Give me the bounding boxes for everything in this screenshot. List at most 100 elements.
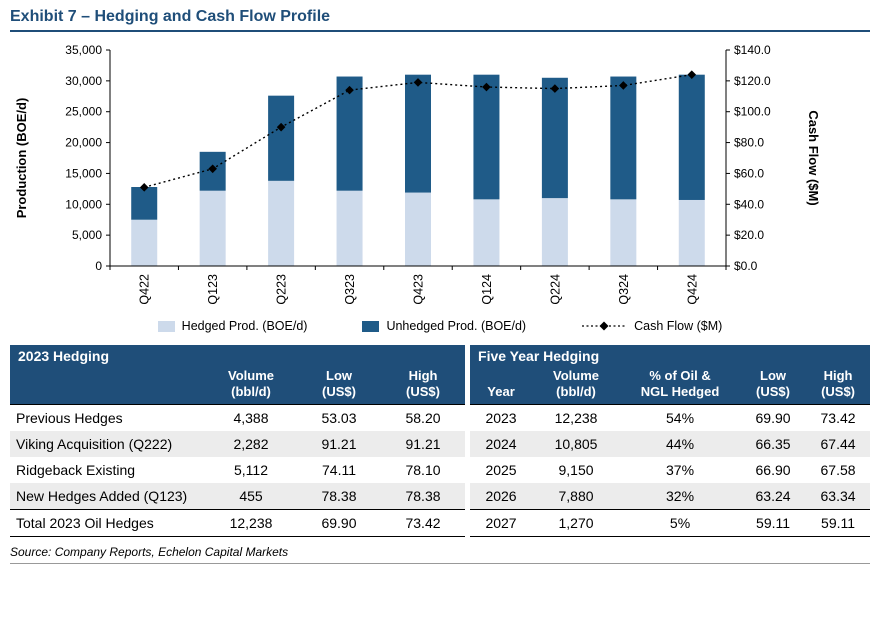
y-left-tick-label: 25,000 xyxy=(65,105,102,119)
x-category-label: Q123 xyxy=(206,274,220,305)
x-category-label: Q423 xyxy=(412,274,426,305)
cell-value: 91.21 xyxy=(405,436,441,452)
column-header xyxy=(10,367,205,405)
hedged-bar xyxy=(610,199,637,266)
hedged-bar xyxy=(336,190,363,266)
unhedged-bar xyxy=(336,76,363,191)
table-row: 2027 1,270 5% 59.11 59.11 xyxy=(470,509,871,537)
x-category-label: Q424 xyxy=(685,274,699,305)
hedging-cashflow-chart: 0 5,000 10,000 15,000 20,000 25,000 30,000 35,0… xyxy=(10,36,870,333)
y-right-tick-label: $140.0 xyxy=(734,43,771,57)
table-title: Five Year Hedging xyxy=(470,345,871,367)
cashflow-marker xyxy=(687,70,697,79)
cell-value: 91.21 xyxy=(321,436,357,452)
hedged-swatch-icon xyxy=(157,320,175,332)
x-category-label: Q124 xyxy=(480,274,494,305)
column-header: Low (US$) xyxy=(297,367,381,405)
unhedged-bar xyxy=(678,74,705,200)
column-header: Volume (bbl/d) xyxy=(532,367,621,405)
unhedged-bar xyxy=(541,77,568,199)
cell-value: 12,238 xyxy=(205,509,297,537)
cell-value: 32% xyxy=(666,488,695,504)
table-row: Total 2023 Oil Hedges 12,238 69.90 73.42 xyxy=(10,509,466,537)
row-label: 2025 xyxy=(485,462,517,478)
column-header: Low (US$) xyxy=(740,367,807,405)
legend-label-hedged: Hedged Prod. (BOE/d) xyxy=(181,319,308,333)
cell-value: 67.58 xyxy=(820,462,856,478)
table-row: Viking Acquisition (Q222) 2,282 91.21 91.21 xyxy=(10,431,466,457)
legend-label-cashflow: Cash Flow ($M) xyxy=(634,319,723,333)
cell-value: 10,805 xyxy=(554,436,598,452)
hedged-bar xyxy=(678,199,705,266)
cell-value: 58.20 xyxy=(381,404,466,431)
y-right-tick-label: $120.0 xyxy=(734,74,771,88)
legend-item-hedged: Hedged Prod. (BOE/d) xyxy=(157,319,308,333)
cashflow-marker xyxy=(550,84,560,93)
table-row: Ridgeback Existing 5,112 74.11 78.10 xyxy=(10,457,465,483)
y-left-tick-label: 20,000 xyxy=(65,136,102,150)
cell-value: 59.11 xyxy=(806,509,871,537)
right-axis-title: Cash Flow ($M) xyxy=(806,110,821,205)
y-right-tick-label: $80.0 xyxy=(734,136,764,150)
cell-value: 12,238 xyxy=(532,404,621,431)
hedged-bar xyxy=(405,192,431,266)
row-label: 2023 xyxy=(470,404,533,431)
y-right-tick-label: $0.0 xyxy=(734,259,758,273)
row-label: Previous Hedges xyxy=(10,404,205,431)
cell-value: 78.38 xyxy=(405,488,441,504)
hedged-bar xyxy=(541,198,568,266)
cell-value: 5% xyxy=(620,509,741,537)
legend-label-unhedged: Unhedged Prod. (BOE/d) xyxy=(386,319,527,333)
source-note: Source: Company Reports, Echelon Capital… xyxy=(10,545,870,564)
cell-value: 69.90 xyxy=(297,509,381,537)
x-category-label: Q422 xyxy=(138,274,152,305)
row-label: Ridgeback Existing xyxy=(16,462,136,478)
cashflow-marker xyxy=(413,78,423,87)
column-header: High (US$) xyxy=(806,367,871,405)
hedged-bar xyxy=(199,190,226,266)
column-header: High (US$) xyxy=(381,367,466,405)
cashflow-line-swatch-icon xyxy=(582,321,627,331)
row-label: Total 2023 Oil Hedges xyxy=(10,509,205,537)
y-right-tick-label: $60.0 xyxy=(734,166,764,180)
unhedged-bar xyxy=(131,187,158,220)
chart-canvas: 0 5,000 10,000 15,000 20,000 25,000 30,000 35,0… xyxy=(14,43,821,305)
y-left-tick-label: 5,000 xyxy=(72,228,102,242)
unhedged-bar xyxy=(610,76,637,200)
cell-value: 73.42 xyxy=(806,404,871,431)
table-row: 2025 9,150 37% 66.90 67.58 xyxy=(470,457,870,483)
table-row: New Hedges Added (Q123) 455 78.38 78.38 xyxy=(10,483,466,510)
unhedged-bar xyxy=(268,95,295,181)
cell-value: 7,880 xyxy=(558,488,594,504)
cell-value: 1,270 xyxy=(532,509,621,537)
table-row: 2024 10,805 44% 66.35 67.44 xyxy=(470,431,871,457)
cell-value: 66.90 xyxy=(755,462,791,478)
cell-value: 59.11 xyxy=(740,509,807,537)
x-category-label: Q324 xyxy=(617,274,631,305)
left-axis-title: Production (BOE/d) xyxy=(14,98,29,219)
chart-legend: Hedged Prod. (BOE/d) Unhedged Prod. (BOE… xyxy=(10,319,870,333)
cashflow-marker xyxy=(139,183,149,192)
cashflow-marker xyxy=(345,85,354,95)
y-right-tick-label: $20.0 xyxy=(734,228,764,242)
cell-value: 53.03 xyxy=(297,404,381,431)
legend-item-cashflow: Cash Flow ($M) xyxy=(581,319,722,333)
row-label: 2024 xyxy=(485,436,517,452)
cell-value: 69.90 xyxy=(740,404,807,431)
cell-value: 67.44 xyxy=(820,436,856,452)
cashflow-marker xyxy=(208,164,217,174)
cell-value: 78.10 xyxy=(405,462,441,478)
column-header: % of Oil & NGL Hedged xyxy=(620,367,741,405)
cell-value: 455 xyxy=(239,488,263,504)
cell-value: 66.35 xyxy=(755,436,791,452)
row-label: 2027 xyxy=(470,509,533,537)
tables-row: 2023 Hedging Volume (bbl/d) Low (US$) High (US… xyxy=(10,345,871,537)
y-left-tick-label: 0 xyxy=(95,259,102,273)
unhedged-bar xyxy=(405,74,431,193)
row-label: 2026 xyxy=(485,488,517,504)
column-header: Year xyxy=(470,367,533,405)
y-left-tick-label: 35,000 xyxy=(65,43,102,57)
cell-value: 5,112 xyxy=(234,462,268,478)
cell-value: 9,150 xyxy=(558,462,594,478)
